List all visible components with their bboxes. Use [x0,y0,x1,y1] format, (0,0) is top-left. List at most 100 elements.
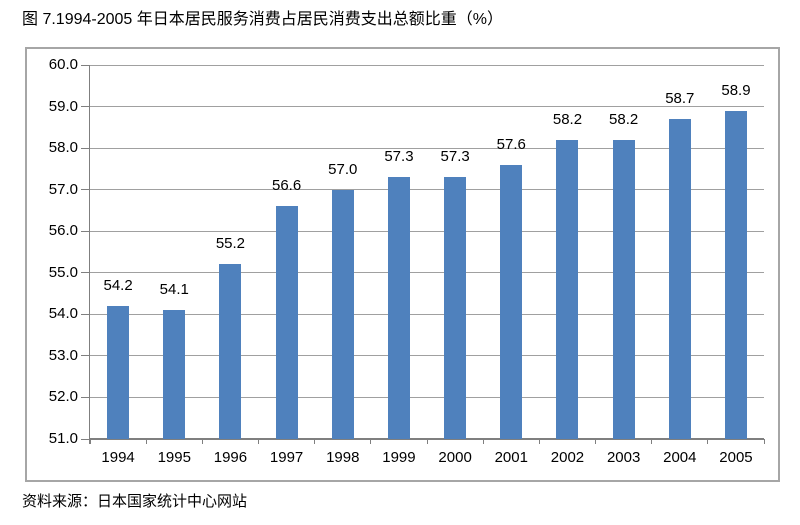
x-tick [370,439,372,444]
bar-1996 [219,264,242,439]
x-axis-label-2004: 2004 [663,449,697,466]
bar-slot-1995: 54.1 [146,65,202,439]
x-tick [89,439,91,444]
y-axis-label: 54.0 [48,305,78,323]
bar-2002 [556,139,579,439]
gridline [90,230,764,232]
y-tick [81,396,90,398]
bar-1994 [107,306,130,439]
x-axis-label-1994: 1994 [101,449,135,466]
y-axis-label: 53.0 [48,346,78,364]
bar-2004 [668,119,691,439]
x-axis-label-2005: 2005 [719,449,753,466]
figure-title: 图 7.1994-2005 年日本居民服务消费占居民消费支出总额比重（%） [22,11,503,28]
gridline [90,355,764,357]
gridline [90,189,764,191]
y-tick [81,189,90,191]
gridline [90,64,764,66]
x-tick [707,439,709,444]
chart-panel: 54.2 54.1 55.2 56.6 57.0 57.3 57.3 57.6 58.2 58.2… [25,47,780,482]
source-note: 资料来源：日本国家统计中心网站 [22,493,248,510]
plot-area: 54.2 54.1 55.2 56.6 57.0 57.3 57.3 57.6 58.2 58.2… [49,56,765,466]
y-axis-label: 59.0 [48,97,78,115]
bars-layer: 54.2 54.1 55.2 56.6 57.0 57.3 57.3 57.6 58.2 58.2… [90,65,764,439]
x-axis-label-2001: 2001 [494,449,528,466]
x-axis-label-2003: 2003 [606,449,641,466]
data-label-1996: 55.2 [215,235,246,253]
x-axis-label-2002: 2002 [550,449,585,466]
bar-slot-1998: 57.0 [315,65,371,439]
grid-layer [81,64,765,444]
y-axis-label: 56.0 [48,222,78,240]
bar-slot-2003: 58.2 [596,65,652,439]
bar-2003 [612,139,635,439]
x-tick [595,439,596,444]
data-label-2003: 58.2 [609,110,639,128]
x-tick [763,439,765,444]
bar-slot-1996: 55.2 [202,65,258,439]
x-tick [482,439,484,444]
gridline [90,313,764,315]
bar-slot-2005: 58.9 [708,65,764,439]
bar-slot-2000: 57.3 [427,65,483,439]
x-tick [651,439,653,444]
y-axis-labels: 60.0 59.0 58.0 57.0 56.0 55.0 54.0 53.0 52.0 51.0 [30,56,78,447]
y-axis-line [89,65,90,444]
data-label-1999: 57.3 [384,148,414,166]
bar-1999 [387,177,410,439]
gridline [90,396,764,398]
gridline [90,106,764,108]
bar-1995 [163,310,186,439]
bar-slot-1999: 57.3 [371,65,427,439]
x-axis-label-1995: 1995 [157,449,191,466]
x-axis-label-1998: 1998 [326,449,360,466]
bar-slot-2004: 58.7 [652,65,708,439]
gridline [90,147,764,149]
x-axis-label-1997: 1997 [269,449,304,466]
bar-slot-1994: 54.2 [90,65,146,439]
data-label-1998: 57.0 [328,160,358,178]
data-label-1995: 54.1 [159,281,189,299]
y-tick [81,64,90,66]
data-label-2004: 58.7 [665,90,695,108]
y-axis-label: 60.0 [48,56,78,73]
y-tick [81,313,90,315]
bar-slot-2002: 58.2 [539,65,595,439]
y-tick [81,438,90,440]
x-axis-labels: 1994 1995 1996 1997 1998 1999 2000 2001 2002 2003… [90,448,764,468]
data-label-2002: 58.2 [552,110,583,128]
x-tick [258,439,259,444]
data-label-2001: 57.6 [496,135,526,153]
data-label-2000: 57.3 [440,148,470,166]
y-axis-label: 58.0 [48,139,78,157]
data-label-1994: 54.2 [103,277,133,295]
x-tick [145,439,147,444]
x-axis-label-1996: 1996 [213,449,248,466]
y-axis-label: 55.0 [48,263,78,281]
y-tick [81,147,90,149]
y-axis-label: 57.0 [48,180,78,198]
y-tick [81,355,90,357]
bar-1997 [275,206,298,439]
bar-2001 [500,164,523,439]
x-tick [426,439,428,444]
x-axis-label-1999: 1999 [382,449,416,466]
x-axis-label-2000: 2000 [438,449,472,466]
bar-2005 [724,110,747,439]
x-tick [314,439,316,444]
x-tick [201,439,203,444]
bar-1998 [331,189,354,439]
bar-slot-1997: 56.6 [259,65,315,439]
bar-slot-2001: 57.6 [483,65,539,439]
data-label-1997: 56.6 [271,177,302,195]
y-axis-label: 52.0 [48,388,78,406]
data-label-2005: 58.9 [721,81,751,99]
x-tick [538,439,540,444]
y-axis-label: 51.0 [48,430,78,447]
bar-2000 [444,177,467,439]
y-tick [81,106,90,108]
y-tick [81,272,90,274]
gridline [90,272,764,274]
y-tick [81,230,90,232]
